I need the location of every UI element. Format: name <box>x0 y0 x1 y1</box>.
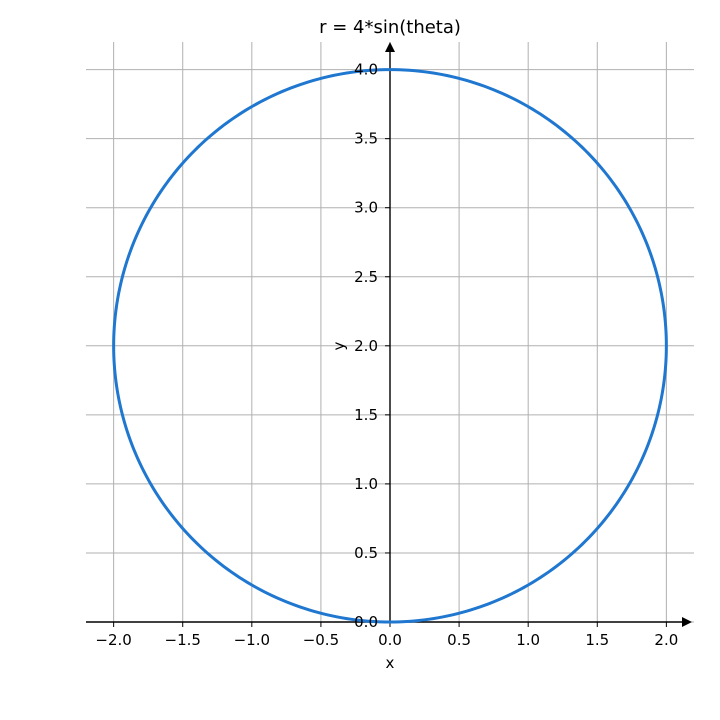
x-tick-label: −0.5 <box>303 631 339 649</box>
y-tick-label: 0.0 <box>354 613 378 631</box>
x-tick-label: 0.0 <box>378 631 402 649</box>
y-tick-label: 3.0 <box>354 199 378 217</box>
y-tick-label: 4.0 <box>354 61 378 79</box>
y-tick-label: 0.5 <box>354 544 378 562</box>
x-axis-label: x <box>386 654 395 672</box>
tick-labels: −2.0 −1.5 −1.0 −0.5 0.0 0.5 1.0 1.5 2.0 0.0 0.5 1.0… <box>95 61 678 649</box>
y-tick-label: 2.5 <box>354 268 378 286</box>
x-axis-arrowhead <box>682 617 692 627</box>
x-tick-label: 2.0 <box>654 631 678 649</box>
y-tick-label: 1.5 <box>354 406 378 424</box>
y-tick-label: 2.0 <box>354 337 378 355</box>
series-line <box>112 68 668 624</box>
x-tick-label: 1.0 <box>516 631 540 649</box>
series-layer <box>112 68 668 624</box>
chart-title: r = 4*sin(theta) <box>319 17 461 38</box>
x-tick-label: 1.5 <box>585 631 609 649</box>
y-axis-arrowhead <box>385 42 395 52</box>
y-tick-label: 1.0 <box>354 475 378 493</box>
y-tick-label: 3.5 <box>354 130 378 148</box>
x-tick-label: 0.5 <box>447 631 471 649</box>
y-axis-label: y <box>330 341 348 350</box>
x-tick-label: −2.0 <box>95 631 131 649</box>
x-tick-label: −1.0 <box>234 631 270 649</box>
axes <box>86 42 692 627</box>
x-tick-label: −1.5 <box>165 631 201 649</box>
